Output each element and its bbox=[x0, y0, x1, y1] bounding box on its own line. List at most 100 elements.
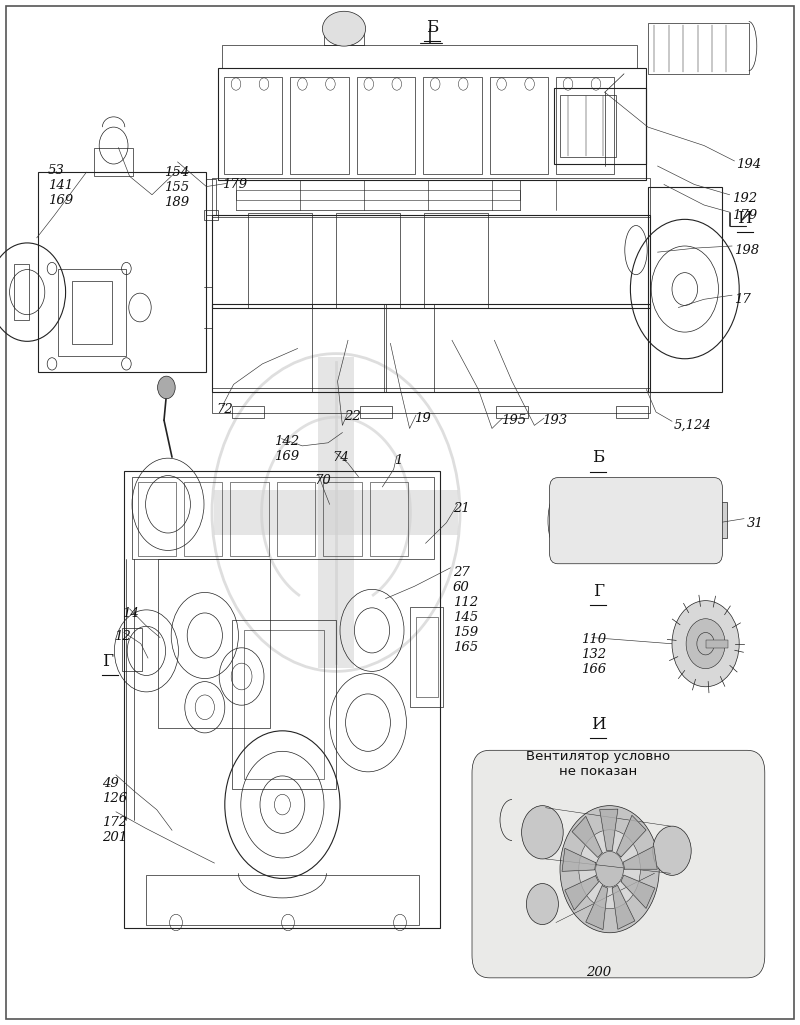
Text: 14: 14 bbox=[122, 607, 138, 620]
Circle shape bbox=[603, 512, 616, 529]
Bar bbox=[416, 617, 438, 697]
Text: Вентилятор условно
не показан: Вентилятор условно не показан bbox=[526, 750, 670, 778]
Bar bbox=[138, 482, 176, 556]
Circle shape bbox=[666, 512, 678, 529]
Bar bbox=[218, 68, 646, 180]
Bar bbox=[94, 148, 133, 176]
Bar bbox=[706, 640, 728, 648]
Circle shape bbox=[579, 830, 640, 908]
Bar bbox=[124, 472, 440, 928]
Text: 12: 12 bbox=[114, 630, 131, 644]
Text: И: И bbox=[591, 715, 606, 733]
Bar bbox=[212, 388, 650, 413]
Polygon shape bbox=[612, 886, 635, 930]
Text: 19: 19 bbox=[414, 412, 430, 425]
FancyBboxPatch shape bbox=[550, 478, 722, 564]
Bar bbox=[146, 875, 419, 925]
Bar bbox=[232, 406, 264, 418]
Polygon shape bbox=[617, 815, 646, 857]
Bar bbox=[232, 620, 336, 789]
Bar bbox=[14, 264, 29, 320]
Text: Г: Г bbox=[593, 582, 604, 600]
Polygon shape bbox=[621, 875, 655, 908]
Circle shape bbox=[624, 512, 637, 529]
Text: 195: 195 bbox=[501, 414, 526, 427]
Text: Б: Б bbox=[592, 449, 605, 466]
Circle shape bbox=[596, 852, 623, 887]
Text: 179: 179 bbox=[732, 209, 757, 222]
Bar bbox=[560, 95, 616, 157]
Text: 5,124: 5,124 bbox=[674, 419, 711, 433]
Bar bbox=[248, 213, 312, 308]
Text: 31: 31 bbox=[747, 517, 764, 530]
Bar bbox=[648, 23, 749, 74]
Text: 110
132
166: 110 132 166 bbox=[581, 633, 606, 677]
Bar bbox=[222, 45, 637, 68]
Bar bbox=[616, 406, 648, 418]
Bar bbox=[423, 77, 482, 174]
Bar bbox=[360, 406, 392, 418]
Polygon shape bbox=[572, 816, 602, 858]
Bar bbox=[236, 190, 520, 200]
Text: 27
60
112
145
159
165: 27 60 112 145 159 165 bbox=[453, 566, 478, 654]
Bar bbox=[554, 88, 646, 164]
Bar bbox=[357, 77, 415, 174]
Text: 1: 1 bbox=[394, 454, 402, 467]
Bar bbox=[410, 607, 443, 707]
Text: 192: 192 bbox=[732, 192, 757, 205]
Text: 72: 72 bbox=[216, 403, 233, 416]
Bar bbox=[277, 482, 315, 556]
Circle shape bbox=[158, 376, 175, 399]
Bar bbox=[58, 269, 126, 356]
Bar bbox=[318, 357, 354, 668]
Bar bbox=[212, 215, 650, 308]
Text: 74: 74 bbox=[332, 451, 349, 464]
Circle shape bbox=[526, 884, 558, 925]
Bar bbox=[323, 482, 362, 556]
Bar bbox=[206, 179, 216, 215]
Polygon shape bbox=[623, 847, 658, 869]
Circle shape bbox=[653, 826, 691, 875]
Text: 53
141
169: 53 141 169 bbox=[48, 164, 73, 207]
Bar bbox=[212, 304, 650, 392]
Circle shape bbox=[560, 806, 659, 933]
Bar bbox=[212, 178, 650, 217]
Text: 172
201: 172 201 bbox=[102, 816, 127, 844]
Text: 179: 179 bbox=[222, 178, 247, 192]
Bar bbox=[490, 77, 548, 174]
Bar bbox=[648, 187, 722, 392]
Text: Г: Г bbox=[102, 653, 114, 670]
Bar bbox=[158, 559, 270, 728]
Text: 142
169: 142 169 bbox=[274, 435, 298, 462]
Text: 70: 70 bbox=[314, 474, 331, 487]
Bar bbox=[370, 482, 408, 556]
Bar bbox=[244, 630, 324, 779]
Bar bbox=[122, 628, 142, 671]
Text: 21: 21 bbox=[453, 502, 470, 516]
Bar bbox=[312, 304, 384, 392]
Bar bbox=[290, 77, 349, 174]
Bar bbox=[711, 502, 727, 538]
Polygon shape bbox=[565, 875, 598, 910]
Polygon shape bbox=[586, 886, 607, 930]
Bar bbox=[230, 482, 269, 556]
Polygon shape bbox=[600, 809, 618, 851]
Text: 154
155
189: 154 155 189 bbox=[164, 166, 189, 209]
Bar bbox=[556, 77, 614, 174]
Polygon shape bbox=[562, 849, 596, 871]
Text: 194: 194 bbox=[736, 158, 761, 171]
Bar bbox=[336, 213, 400, 308]
Text: 22: 22 bbox=[344, 410, 361, 423]
Circle shape bbox=[686, 619, 725, 668]
Bar bbox=[224, 77, 282, 174]
Ellipse shape bbox=[322, 11, 366, 46]
Bar bbox=[424, 213, 488, 308]
Bar bbox=[214, 490, 458, 535]
Bar bbox=[496, 406, 528, 418]
Circle shape bbox=[522, 806, 563, 859]
Bar bbox=[184, 482, 222, 556]
Text: 200: 200 bbox=[586, 966, 611, 979]
Circle shape bbox=[645, 512, 658, 529]
Bar bbox=[386, 304, 434, 392]
Bar bbox=[204, 210, 218, 220]
